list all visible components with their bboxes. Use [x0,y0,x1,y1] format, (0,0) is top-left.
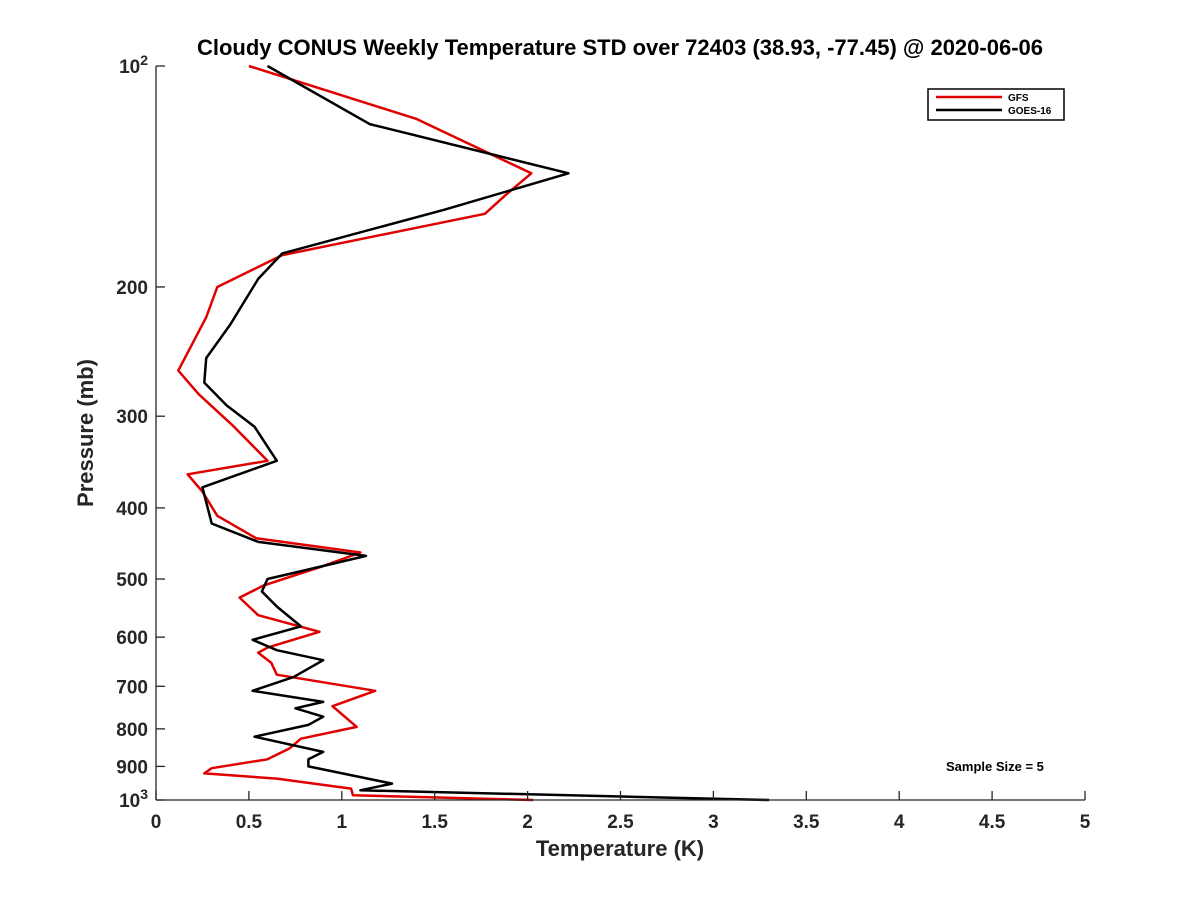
x-tick-label: 0 [151,812,162,833]
x-tick-label: 1.5 [421,812,448,833]
y-tick-label: 900 [116,757,148,778]
y-tick-label: 700 [116,677,148,698]
y-tick-label: 500 [116,570,148,591]
x-tick-label: 1 [337,812,348,833]
plot-area: 0 0.5 1 1.5 2 2.5 3 3.5 4 4.5 5 102 200 300 400 500 600 7… [116,52,1090,833]
y-tick-label: 103 [119,786,148,812]
x-tick-label: 3 [708,812,719,833]
series-line-goes16 [201,64,770,802]
x-tick-label: 4 [894,812,905,833]
x-tick-label: 4.5 [979,812,1006,833]
x-tick-label: 2 [522,812,533,833]
y-tick-label: 400 [116,499,148,520]
legend-label-goes16: GOES-16 [1008,106,1052,117]
y-tick-label: 300 [116,407,148,428]
legend: GFS GOES-16 [927,88,1065,121]
x-tick-label: 3.5 [793,812,820,833]
x-tick-label: 0.5 [236,812,263,833]
x-axis-label: Temperature (K) [536,836,704,861]
y-tick-label: 200 [116,278,148,299]
y-tick-label: 600 [116,628,148,649]
sample-size-annotation: Sample Size = 5 [946,759,1044,774]
legend-box [927,88,1065,121]
y-axis-label: Pressure (mb) [73,359,98,507]
x-tick-label: 2.5 [607,812,634,833]
chart-title: Cloudy CONUS Weekly Temperature STD over… [197,35,1043,60]
x-tick-label: 5 [1080,812,1091,833]
y-tick-label: 102 [119,52,148,78]
y-tick-label: 800 [116,720,148,741]
series-line-gfs [177,64,534,802]
legend-label-gfs: GFS [1008,93,1029,104]
